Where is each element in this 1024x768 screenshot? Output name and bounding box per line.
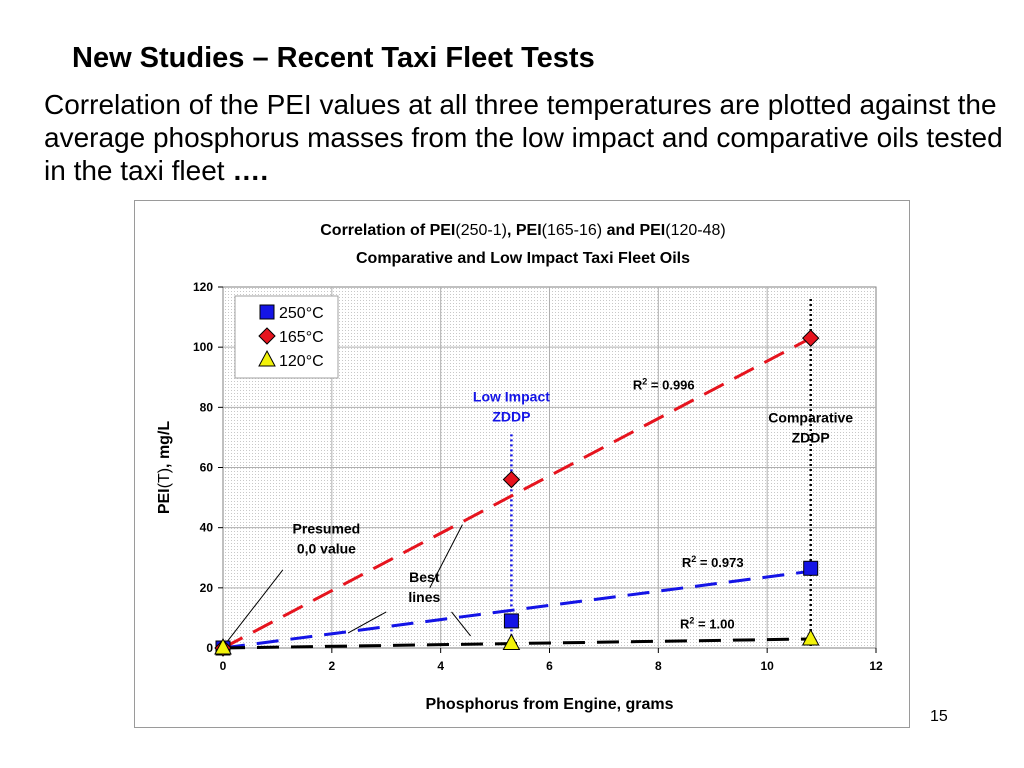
- chart-title-part: and PEI: [602, 222, 665, 239]
- chart-frame: 0 2 4 6 8 10 12 0 20 40 60 80 100 120 Correlation of P…: [134, 200, 910, 728]
- chart-title-part: , PEI: [507, 222, 542, 239]
- chart-title: Correlation of PEI(250-1), PEI(165-16) a…: [320, 222, 725, 239]
- data-point-square: [803, 560, 819, 576]
- x-tick-label: 0: [220, 659, 227, 673]
- r-squared-label: R2 = 0.973: [682, 554, 744, 570]
- legend-marker-triangle: [258, 349, 276, 367]
- x-tick-label: 10: [760, 659, 774, 673]
- x-axis-label: Phosphorus from Engine, grams: [425, 696, 673, 713]
- chart-title-part: Correlation of PEI: [320, 222, 455, 239]
- x-tick-label: 6: [546, 659, 553, 673]
- slide-title: New Studies – Recent Taxi Fleet Tests: [72, 42, 595, 74]
- x-tick-label: 8: [655, 659, 662, 673]
- chart-subtitle: Comparative and Low Impact Taxi Fleet Oi…: [356, 250, 690, 267]
- y-axis-label-var: (T): [156, 468, 173, 488]
- data-point-triangle: [502, 633, 521, 650]
- y-axis-label-rest: , mg/L: [156, 421, 173, 468]
- data-point-diamond: [801, 329, 820, 347]
- chart-annotation: Presumed: [293, 521, 361, 537]
- y-tick-label: 0: [206, 641, 213, 655]
- data-point-diamond: [502, 470, 521, 489]
- annotation-leader: [347, 611, 387, 634]
- data-point-square: [503, 613, 519, 629]
- legend-label: 120°C: [279, 353, 324, 370]
- r-squared-r: R: [682, 555, 692, 570]
- r-squared-exp: 2: [689, 615, 694, 625]
- legend-label: 165°C: [279, 329, 324, 346]
- r-squared-label: R2 = 1.00: [680, 615, 735, 631]
- legend-marker-square: [259, 304, 275, 320]
- r-squared-value: = 0.973: [696, 555, 743, 570]
- y-axis-label: PEI(T), mg/L: [156, 421, 173, 515]
- chart-title-part: (165-16): [542, 222, 602, 239]
- slide-body-ellipsis: ….: [232, 155, 269, 186]
- data-point-triangle: [801, 628, 820, 646]
- chart-title-part: (250-1): [455, 222, 507, 239]
- x-tick-label: 12: [869, 659, 883, 673]
- x-tick-label: 4: [437, 659, 444, 673]
- y-tick-label: 80: [200, 400, 214, 414]
- chart-annotation: Best: [409, 569, 440, 585]
- y-axis-label-bold: PEI: [156, 488, 173, 514]
- r-squared-r: R: [680, 616, 690, 631]
- chart-annotation: lines: [408, 589, 440, 605]
- chart-annotation: 0,0 value: [297, 541, 356, 557]
- r-squared-exp: 2: [691, 554, 696, 564]
- annotation-leader: [429, 524, 463, 589]
- legend-label: 250°C: [279, 305, 324, 322]
- y-tick-label: 100: [193, 340, 213, 354]
- y-tick-label: 120: [193, 280, 213, 294]
- y-tick-label: 40: [200, 521, 214, 535]
- annotation-leader: [225, 569, 284, 644]
- r-squared-value: = 1.00: [694, 616, 734, 631]
- chart-annotation: ZDDP: [792, 429, 830, 445]
- r-squared-value: = 0.996: [647, 377, 694, 392]
- chart-title-part: (120-48): [665, 222, 725, 239]
- data-point-triangle: [214, 637, 232, 655]
- chart-annotation: Comparative: [768, 409, 853, 425]
- page-number: 15: [930, 708, 948, 725]
- fit-line-diamond: [222, 336, 812, 650]
- r-squared-label: R2 = 0.996: [633, 376, 695, 392]
- fit-line-triangle: [222, 637, 811, 650]
- slide-body-text: Correlation of the PEI values at all thr…: [44, 89, 1003, 186]
- r-squared-r: R: [633, 377, 643, 392]
- slide-body: Correlation of the PEI values at all thr…: [44, 88, 1004, 187]
- y-tick-label: 60: [200, 461, 214, 475]
- chart-annotation: Low Impact: [473, 388, 550, 404]
- r-squared-exp: 2: [642, 376, 647, 386]
- fit-line-square: [222, 569, 811, 650]
- annotation-leader: [451, 611, 471, 637]
- y-tick-label: 20: [200, 581, 214, 595]
- legend-box: [234, 295, 339, 379]
- legend-marker-diamond: [258, 327, 276, 345]
- x-tick-label: 2: [328, 659, 335, 673]
- chart-annotation: ZDDP: [492, 408, 530, 424]
